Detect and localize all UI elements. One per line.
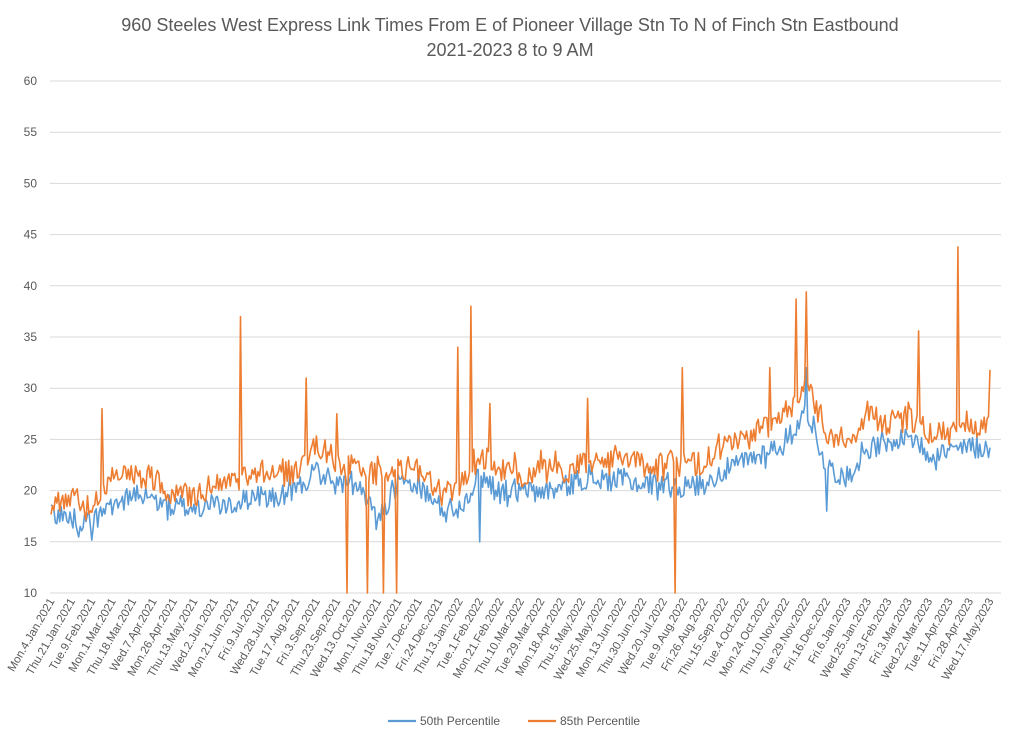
y-tick-label: 60 bbox=[24, 74, 38, 88]
series-lines bbox=[50, 246, 991, 594]
chart-title-line-2: 2021-2023 8 to 9 AM bbox=[426, 40, 593, 60]
y-tick-label: 40 bbox=[24, 279, 38, 293]
y-tick-label: 55 bbox=[24, 125, 38, 139]
series-line-50th bbox=[50, 366, 991, 543]
gridlines bbox=[50, 80, 1001, 594]
chart-title-line-1: 960 Steeles West Express Link Times From… bbox=[121, 15, 898, 35]
y-tick-label: 10 bbox=[24, 586, 38, 600]
y-tick-label: 35 bbox=[24, 330, 38, 344]
y-tick-label: 30 bbox=[24, 381, 38, 395]
y-tick-label: 45 bbox=[24, 228, 38, 242]
y-tick-label: 20 bbox=[24, 484, 38, 498]
legend-label-50th: 50th Percentile bbox=[420, 714, 500, 728]
y-tick-label: 15 bbox=[24, 535, 38, 549]
legend-label-85th: 85th Percentile bbox=[560, 714, 640, 728]
series-line-85th bbox=[50, 246, 991, 594]
x-axis-tick-labels: Mon.4.Jan.2021Thu.21.Jan.2021Tue.9.Feb.2… bbox=[6, 596, 997, 682]
y-axis-tick-labels: 10 15 20 25 30 35 40 45 50 55 60 bbox=[24, 74, 38, 600]
legend: 50th Percentile 85th Percentile bbox=[388, 714, 640, 728]
y-tick-label: 25 bbox=[24, 432, 38, 446]
y-tick-label: 50 bbox=[24, 176, 38, 190]
